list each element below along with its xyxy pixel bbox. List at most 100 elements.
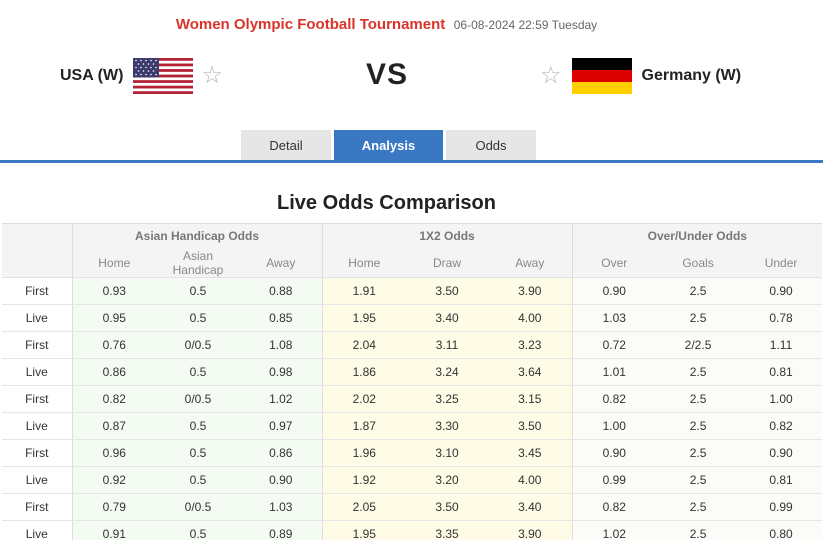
odds-cell: 1.92 xyxy=(321,466,407,494)
odds-cell: 0.5 xyxy=(156,304,240,332)
group-header-row: Asian Handicap Odds 1X2 Odds Over/Under … xyxy=(2,223,823,249)
odds-cell: 0.5 xyxy=(156,358,240,386)
odds-cell: 2.5 xyxy=(656,277,741,305)
odds-cell: 2.05 xyxy=(321,493,407,521)
odds-cell: 3.11 xyxy=(406,331,489,359)
odds-cell: 0.5 xyxy=(156,412,240,440)
odds-cell: 0.80 xyxy=(740,520,823,540)
germany-flag-icon xyxy=(571,58,632,94)
odds-cell: 3.15 xyxy=(488,385,573,413)
tab-detail[interactable]: Detail xyxy=(241,130,331,160)
odds-cell: 3.40 xyxy=(406,304,489,332)
table-row: Live 0.92 0.5 0.90 1.92 3.20 4.00 0.99 2.5 0.81 xyxy=(2,466,823,494)
odds-cell: 1.01 xyxy=(571,358,657,386)
column-header: Home xyxy=(71,248,156,278)
odds-cell: 2/2.5 xyxy=(656,331,741,359)
column-header: Away xyxy=(488,248,573,278)
odds-cell: 1.91 xyxy=(321,277,407,305)
odds-cell: 0.87 xyxy=(71,412,156,440)
row-type-label: First xyxy=(2,439,72,467)
odds-cell: 3.64 xyxy=(488,358,573,386)
odds-cell: 0.82 xyxy=(71,385,156,413)
odds-cell: 3.50 xyxy=(488,412,573,440)
odds-cell: 1.87 xyxy=(321,412,407,440)
odds-cell: 0.93 xyxy=(71,277,156,305)
away-favorite-star-icon[interactable]: ☆ xyxy=(540,62,562,89)
table-row: Live 0.95 0.5 0.85 1.95 3.40 4.00 1.03 2.5 0.78 xyxy=(2,304,823,332)
odds-cell: 2.5 xyxy=(656,520,741,540)
table-row: First 0.76 0/0.5 1.08 2.04 3.11 3.23 0.72 2/2.5 1… xyxy=(2,331,823,359)
odds-cell: 2.5 xyxy=(656,304,741,332)
odds-cell: 0.88 xyxy=(240,277,323,305)
odds-cell: 2.5 xyxy=(656,493,741,521)
odds-cell: 3.50 xyxy=(406,493,489,521)
match-tabs: Detail Analysis Odds xyxy=(241,130,539,160)
odds-cell: 0.81 xyxy=(740,358,823,386)
tab-analysis[interactable]: Analysis xyxy=(334,130,443,160)
odds-cell: 3.90 xyxy=(488,520,573,540)
odds-cell: 0.95 xyxy=(71,304,156,332)
odds-cell: 0.5 xyxy=(156,520,240,540)
tab-underline xyxy=(0,160,823,163)
row-type-label: First xyxy=(2,277,72,305)
odds-cell: 1.02 xyxy=(240,385,323,413)
odds-cell: 3.45 xyxy=(488,439,573,467)
odds-cell: 1.00 xyxy=(571,412,657,440)
row-type-label: First xyxy=(2,385,72,413)
odds-cell: 0.90 xyxy=(571,277,657,305)
away-team-name[interactable]: Germany (W) xyxy=(641,67,742,84)
over-under-group-header: Over/Under Odds xyxy=(571,223,823,249)
row-type-label: First xyxy=(2,331,72,359)
odds-cell: 0/0.5 xyxy=(156,493,240,521)
odds-cell: 3.50 xyxy=(406,277,489,305)
odds-cell: 3.30 xyxy=(406,412,489,440)
odds-cell: 0.90 xyxy=(740,277,823,305)
row-type-label: First xyxy=(2,493,72,521)
odds-cell: 2.5 xyxy=(656,385,741,413)
odds-cell: 2.04 xyxy=(321,331,407,359)
usa-flag-icon xyxy=(133,58,194,94)
odds-cell: 0.79 xyxy=(71,493,156,521)
odds-cell: 0.5 xyxy=(156,439,240,467)
table-row: First 0.82 0/0.5 1.02 2.02 3.25 3.15 0.82 2.5 1.0… xyxy=(2,385,823,413)
odds-cell: 3.23 xyxy=(488,331,573,359)
row-type-label: Live xyxy=(2,466,72,494)
odds-cell: 0/0.5 xyxy=(156,385,240,413)
odds-cell: 0.76 xyxy=(71,331,156,359)
away-team: ☆ Germany (W) xyxy=(540,58,741,94)
subheader-row: Home Asian Handicap Away Home Draw Away … xyxy=(2,248,823,278)
odds-cell: 4.00 xyxy=(488,304,573,332)
odds-cell: 1.02 xyxy=(571,520,657,540)
odds-cell: 0.98 xyxy=(240,358,323,386)
column-header: Away xyxy=(240,248,323,278)
odds-comparison-table: Asian Handicap Odds 1X2 Odds Over/Under … xyxy=(2,223,823,540)
tab-odds[interactable]: Odds xyxy=(446,130,536,160)
odds-cell: 0.81 xyxy=(740,466,823,494)
odds-cell: 2.5 xyxy=(656,439,741,467)
odds-cell: 4.00 xyxy=(488,466,573,494)
odds-cell: 1.03 xyxy=(240,493,323,521)
row-type-label: Live xyxy=(2,520,72,540)
row-type-subheader xyxy=(2,248,72,278)
odds-cell: 0.78 xyxy=(740,304,823,332)
odds-cell: 0.90 xyxy=(571,439,657,467)
odds-cell: 1.95 xyxy=(321,520,407,540)
odds-cell: 0.82 xyxy=(740,412,823,440)
home-favorite-star-icon[interactable]: ☆ xyxy=(201,62,223,89)
table-row: First 0.96 0.5 0.86 1.96 3.10 3.45 0.90 2.5 0.90 xyxy=(2,439,823,467)
odds-cell: 1.03 xyxy=(571,304,657,332)
home-team-name[interactable]: USA (W) xyxy=(60,67,124,84)
table-row: Live 0.86 0.5 0.98 1.86 3.24 3.64 1.01 2.5 0.81 xyxy=(2,358,823,386)
table-row: Live 0.87 0.5 0.97 1.87 3.30 3.50 1.00 2.5 0.82 xyxy=(2,412,823,440)
competition-name[interactable]: Women Olympic Football Tournament xyxy=(175,16,446,33)
odds-cell: 3.35 xyxy=(406,520,489,540)
odds-cell: 0/0.5 xyxy=(156,331,240,359)
odds-cell: 0.86 xyxy=(240,439,323,467)
column-header: Draw xyxy=(406,248,489,278)
row-type-header xyxy=(2,223,72,249)
odds-cell: 3.24 xyxy=(406,358,489,386)
odds-cell: 2.5 xyxy=(656,466,741,494)
match-header: Women Olympic Football Tournament 06-08-… xyxy=(0,0,823,163)
odds-cell: 0.89 xyxy=(240,520,323,540)
odds-cell: 2.5 xyxy=(656,358,741,386)
